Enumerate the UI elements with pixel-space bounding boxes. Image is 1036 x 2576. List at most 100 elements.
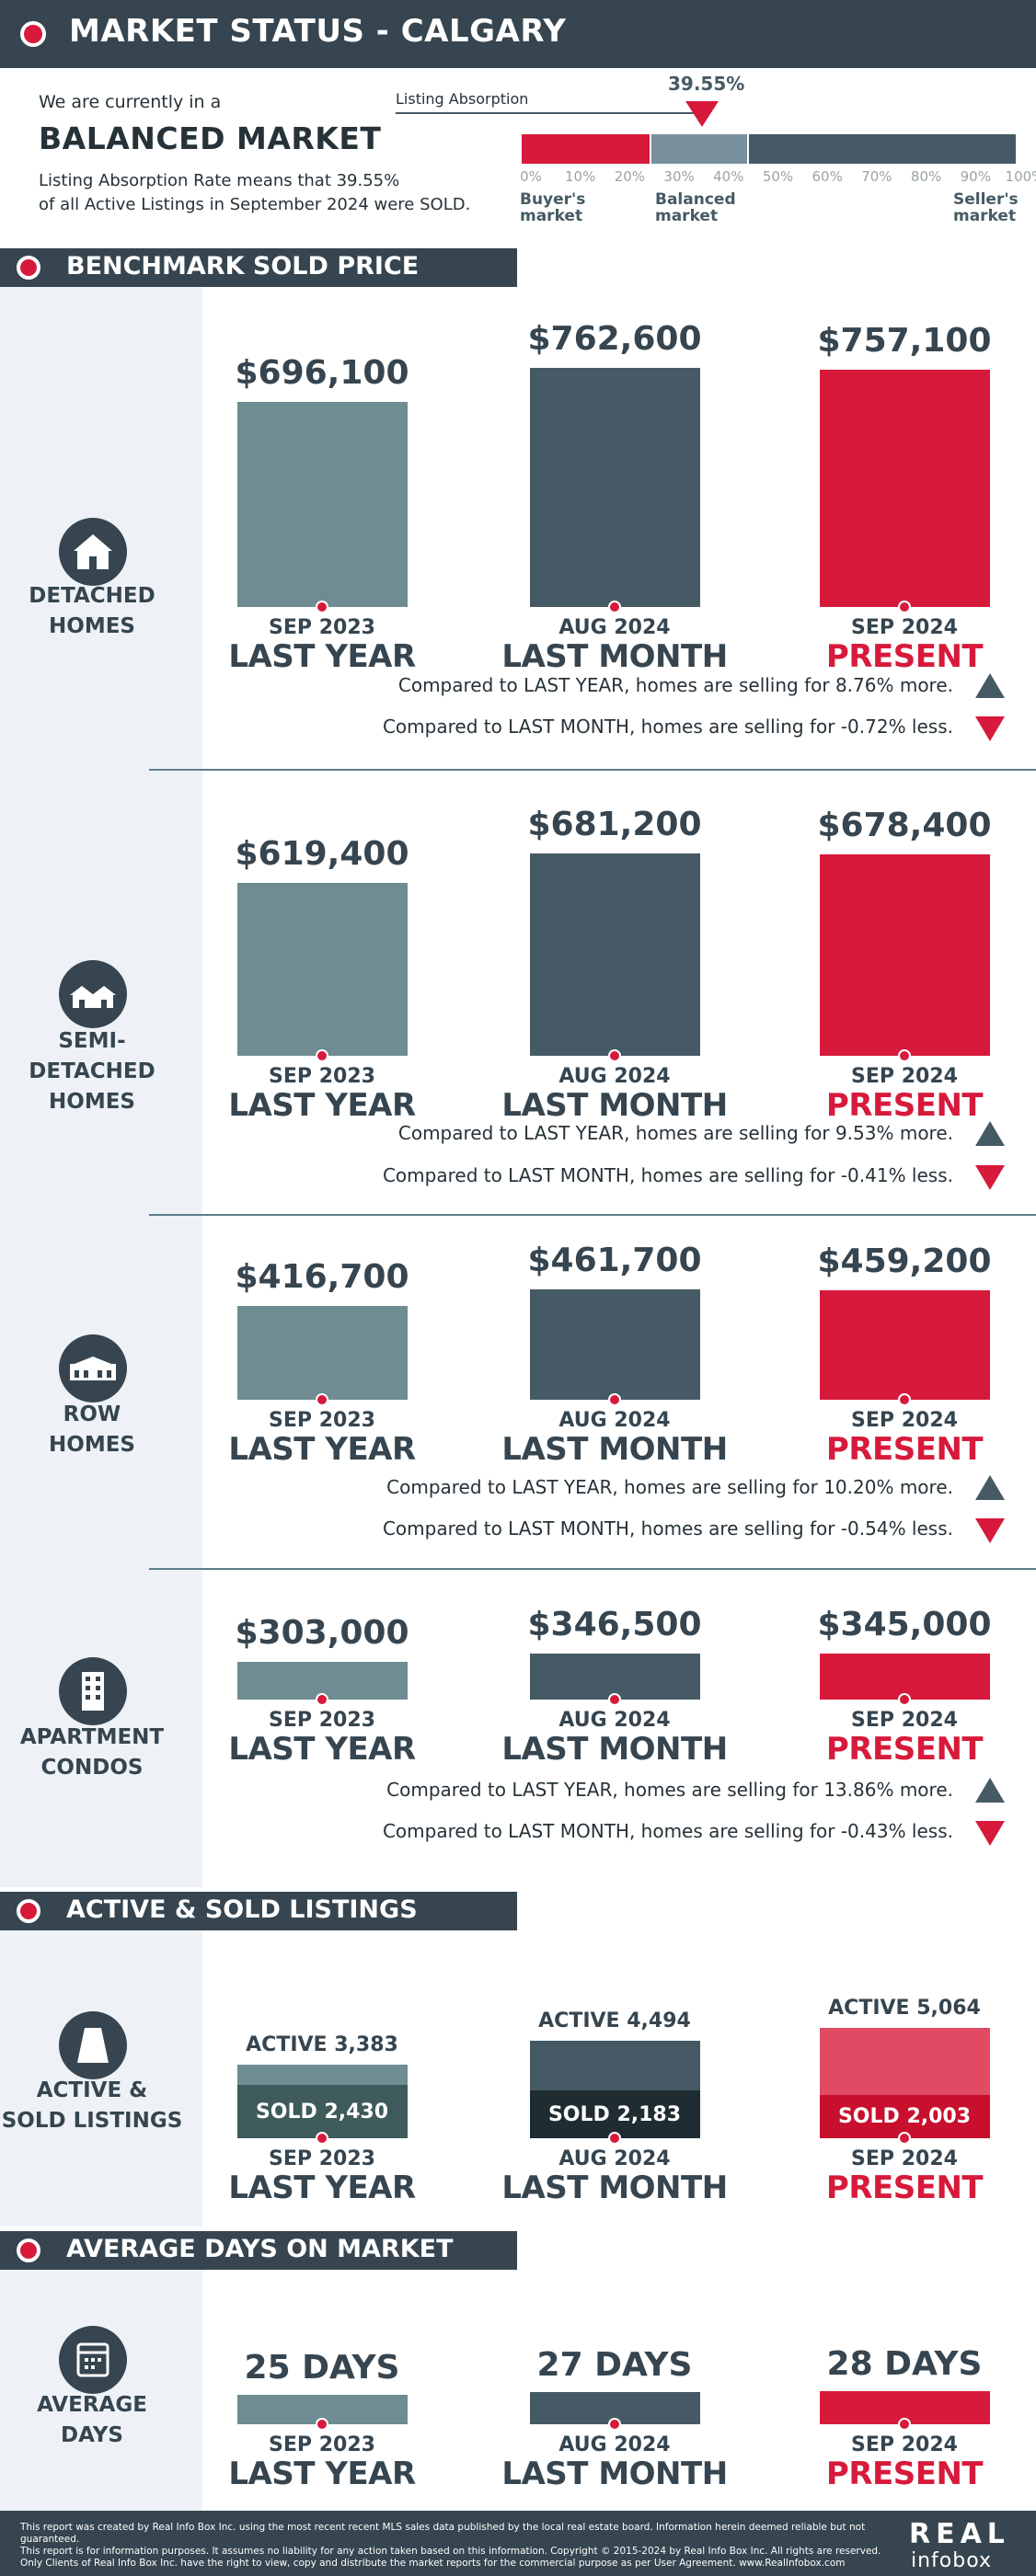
sold-listings-bar: SOLD 2,003 — [819, 2095, 990, 2138]
section-separator — [149, 1214, 1036, 1216]
sold-listings-bar: SOLD 2,183 — [529, 2090, 700, 2138]
category-label-line: HOMES — [49, 1433, 135, 1457]
gauge-marker-icon — [685, 101, 719, 127]
period-label: LAST YEAR — [228, 2170, 416, 2206]
compare-last-month: Compared to LAST MONTH, homes are sellin… — [382, 1164, 953, 1186]
arrow-down-icon — [975, 1821, 1005, 1846]
logo-real: REAL — [909, 2518, 1010, 2550]
bar-marker-dot — [898, 1049, 911, 1062]
listings-icon — [59, 2011, 127, 2079]
period-date: AUG 2024 — [558, 2433, 671, 2456]
arrow-up-icon — [975, 1475, 1005, 1500]
price-label: $459,200 — [817, 1242, 992, 1280]
compare-last-year: Compared to LAST YEAR, homes are selling… — [386, 1476, 953, 1498]
category-label-line: AVERAGE — [37, 2393, 147, 2417]
bar-marker-dot — [608, 2132, 621, 2145]
gauge-zone-balanced — [651, 134, 747, 164]
row-homes-icon — [59, 1334, 127, 1402]
intro-description-line1: Listing Absorption Rate means that 39.55… — [39, 171, 400, 190]
arrow-down-icon — [975, 716, 1005, 741]
period-label: LAST MONTH — [501, 1731, 728, 1768]
period-label: PRESENT — [825, 1087, 984, 1124]
gauge-tick-label: 100% — [1005, 168, 1036, 185]
category-label: SEMI-DETACHED HOMES — [0, 1026, 184, 1117]
price-bar — [529, 1289, 700, 1400]
category-label-line: DAYS — [61, 2423, 123, 2447]
active-listings-label: ACTIVE 5,064 — [828, 1997, 981, 2020]
price-label: $461,700 — [527, 1242, 702, 1279]
period-date: SEP 2024 — [851, 1065, 958, 1088]
price-label: $696,100 — [235, 354, 409, 392]
bar-marker-dot — [316, 601, 328, 613]
price-bar — [529, 853, 700, 1056]
category-label: APARTMENT CONDOS — [0, 1723, 184, 1783]
header-bar — [0, 0, 1036, 68]
active-listings-label: ACTIVE 3,383 — [246, 2033, 398, 2056]
period-date: SEP 2024 — [851, 1709, 958, 1732]
price-bar — [529, 368, 700, 607]
period-date: AUG 2024 — [558, 2147, 671, 2170]
footer-line: This report was created by Real Info Box… — [20, 2522, 866, 2545]
gauge-tick-label: 80% — [910, 168, 942, 185]
price-label: $762,600 — [527, 320, 702, 358]
category-label-line: APARTMENT — [19, 1725, 165, 1749]
arrow-down-icon — [975, 1518, 1005, 1543]
period-date: SEP 2024 — [851, 616, 958, 639]
category-label: DETACHED HOMES — [0, 581, 184, 642]
category-label-line: ROW — [63, 1402, 121, 1426]
price-bar — [819, 1290, 990, 1400]
category-label-line: HOMES — [49, 614, 135, 638]
gauge-tick-label: 20% — [614, 168, 646, 185]
gauge-pointer-line — [396, 112, 702, 114]
gauge-value: 39.55% — [668, 73, 745, 95]
period-label: PRESENT — [825, 638, 984, 675]
header-dot-icon — [20, 21, 46, 47]
footer-line: Only Clients of Real Info Box Inc. have … — [20, 2558, 846, 2569]
footer-line: This report is for information purposes.… — [20, 2546, 881, 2557]
category-label-line: HOMES — [49, 1090, 135, 1114]
zone-label-line: market — [953, 207, 1017, 225]
days-label: 28 DAYS — [826, 2345, 983, 2383]
period-date: SEP 2024 — [851, 2147, 958, 2170]
gauge-label: Listing Absorption — [396, 90, 529, 108]
category-label: ROW HOMES — [0, 1400, 184, 1460]
bar-marker-dot — [608, 1393, 621, 1406]
price-label: $303,000 — [235, 1614, 409, 1652]
zone-label-line: Buyer's — [520, 190, 586, 209]
section-header-listings — [0, 1892, 517, 1930]
gauge-tick-label: 10% — [565, 168, 596, 185]
period-label: LAST MONTH — [501, 2456, 728, 2492]
apartment-icon — [59, 1657, 127, 1725]
compare-last-year: Compared to LAST YEAR, homes are selling… — [397, 674, 953, 696]
gauge-tick-label: 60% — [812, 168, 843, 185]
period-date: SEP 2023 — [269, 2433, 375, 2456]
arrow-up-icon — [975, 1778, 1005, 1803]
period-label: LAST YEAR — [228, 638, 416, 675]
period-date: SEP 2023 — [269, 616, 375, 639]
period-label: LAST MONTH — [501, 1087, 728, 1124]
category-label-line: ACTIVE & — [36, 2078, 148, 2102]
footer — [0, 2511, 1036, 2576]
period-label: PRESENT — [825, 1731, 984, 1768]
section-dot-icon — [17, 2238, 40, 2262]
section-title-listings: ACTIVE & SOLD LISTINGS — [66, 1895, 418, 1924]
gauge-zone-label-balanced: Balanced market — [655, 191, 736, 224]
period-label: LAST YEAR — [228, 1431, 416, 1468]
gauge-tick-label: 50% — [762, 168, 794, 185]
price-label: $619,400 — [235, 835, 409, 873]
days-label: 25 DAYS — [244, 2349, 400, 2387]
gauge-tick-label: 0% — [520, 168, 542, 185]
period-label: LAST YEAR — [228, 2456, 416, 2492]
compare-last-year: Compared to LAST YEAR, homes are selling… — [386, 1779, 953, 1801]
compare-last-month: Compared to LAST MONTH, homes are sellin… — [382, 716, 953, 738]
bar-marker-dot — [898, 1693, 911, 1706]
price-bar — [529, 1654, 700, 1700]
bar-marker-dot — [316, 2418, 328, 2431]
sold-listings-bar: SOLD 2,430 — [236, 2085, 408, 2138]
house-icon — [59, 518, 127, 586]
price-label: $416,700 — [235, 1258, 409, 1296]
intro-description: Listing Absorption Rate means that 39.55… — [39, 169, 470, 217]
logo-infobox: infobox — [911, 2549, 993, 2572]
period-date: AUG 2024 — [558, 1065, 671, 1088]
period-date: SEP 2023 — [269, 1709, 375, 1732]
